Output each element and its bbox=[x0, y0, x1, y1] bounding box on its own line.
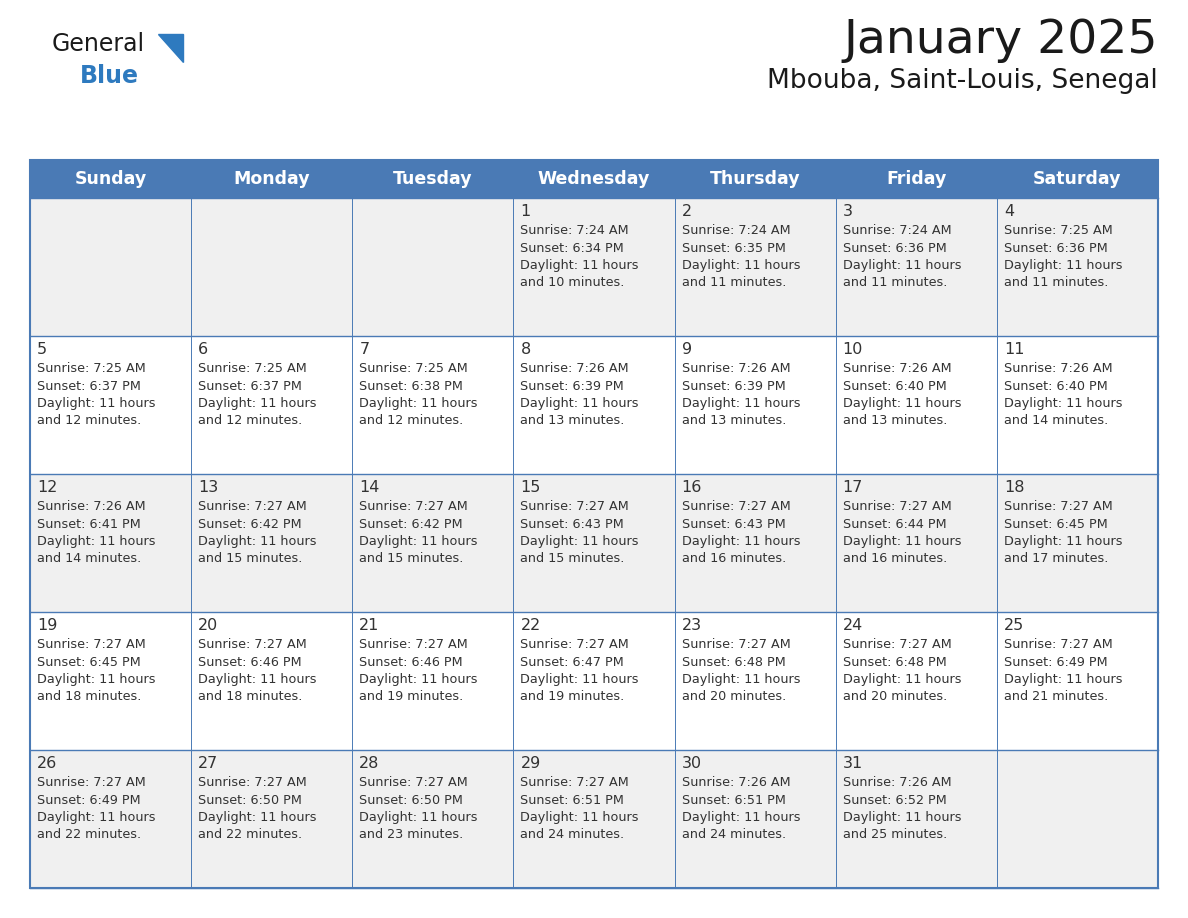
Text: 7: 7 bbox=[359, 342, 369, 357]
Text: Sunrise: 7:27 AM
Sunset: 6:46 PM
Daylight: 11 hours
and 19 minutes.: Sunrise: 7:27 AM Sunset: 6:46 PM Dayligh… bbox=[359, 638, 478, 703]
Text: 21: 21 bbox=[359, 618, 380, 633]
Text: Sunrise: 7:27 AM
Sunset: 6:48 PM
Daylight: 11 hours
and 20 minutes.: Sunrise: 7:27 AM Sunset: 6:48 PM Dayligh… bbox=[842, 638, 961, 703]
Text: 16: 16 bbox=[682, 480, 702, 495]
Text: 25: 25 bbox=[1004, 618, 1024, 633]
Text: 15: 15 bbox=[520, 480, 541, 495]
Text: 23: 23 bbox=[682, 618, 702, 633]
Text: Wednesday: Wednesday bbox=[538, 170, 650, 188]
Text: Sunrise: 7:26 AM
Sunset: 6:39 PM
Daylight: 11 hours
and 13 minutes.: Sunrise: 7:26 AM Sunset: 6:39 PM Dayligh… bbox=[520, 362, 639, 428]
Text: Sunrise: 7:27 AM
Sunset: 6:45 PM
Daylight: 11 hours
and 17 minutes.: Sunrise: 7:27 AM Sunset: 6:45 PM Dayligh… bbox=[1004, 500, 1123, 565]
Text: Sunrise: 7:26 AM
Sunset: 6:40 PM
Daylight: 11 hours
and 13 minutes.: Sunrise: 7:26 AM Sunset: 6:40 PM Dayligh… bbox=[842, 362, 961, 428]
Text: 14: 14 bbox=[359, 480, 380, 495]
Text: 10: 10 bbox=[842, 342, 864, 357]
Text: 27: 27 bbox=[198, 756, 219, 771]
Text: 12: 12 bbox=[37, 480, 57, 495]
Bar bbox=[30, 336, 1158, 474]
Text: Sunrise: 7:24 AM
Sunset: 6:35 PM
Daylight: 11 hours
and 11 minutes.: Sunrise: 7:24 AM Sunset: 6:35 PM Dayligh… bbox=[682, 224, 800, 289]
Text: Sunrise: 7:27 AM
Sunset: 6:45 PM
Daylight: 11 hours
and 18 minutes.: Sunrise: 7:27 AM Sunset: 6:45 PM Dayligh… bbox=[37, 638, 156, 703]
Text: Sunrise: 7:25 AM
Sunset: 6:37 PM
Daylight: 11 hours
and 12 minutes.: Sunrise: 7:25 AM Sunset: 6:37 PM Dayligh… bbox=[198, 362, 317, 428]
Text: Sunrise: 7:27 AM
Sunset: 6:46 PM
Daylight: 11 hours
and 18 minutes.: Sunrise: 7:27 AM Sunset: 6:46 PM Dayligh… bbox=[198, 638, 317, 703]
Text: Sunrise: 7:27 AM
Sunset: 6:51 PM
Daylight: 11 hours
and 24 minutes.: Sunrise: 7:27 AM Sunset: 6:51 PM Dayligh… bbox=[520, 776, 639, 842]
Bar bbox=[30, 612, 1158, 750]
Text: 9: 9 bbox=[682, 342, 691, 357]
Text: 30: 30 bbox=[682, 756, 702, 771]
Text: Sunrise: 7:26 AM
Sunset: 6:40 PM
Daylight: 11 hours
and 14 minutes.: Sunrise: 7:26 AM Sunset: 6:40 PM Dayligh… bbox=[1004, 362, 1123, 428]
Text: Sunrise: 7:27 AM
Sunset: 6:43 PM
Daylight: 11 hours
and 15 minutes.: Sunrise: 7:27 AM Sunset: 6:43 PM Dayligh… bbox=[520, 500, 639, 565]
Text: 2: 2 bbox=[682, 204, 691, 219]
Text: Monday: Monday bbox=[233, 170, 310, 188]
Text: 5: 5 bbox=[37, 342, 48, 357]
Text: Sunrise: 7:27 AM
Sunset: 6:48 PM
Daylight: 11 hours
and 20 minutes.: Sunrise: 7:27 AM Sunset: 6:48 PM Dayligh… bbox=[682, 638, 800, 703]
Text: Sunrise: 7:25 AM
Sunset: 6:38 PM
Daylight: 11 hours
and 12 minutes.: Sunrise: 7:25 AM Sunset: 6:38 PM Dayligh… bbox=[359, 362, 478, 428]
Bar bbox=[30, 160, 1158, 198]
Bar bbox=[30, 750, 1158, 888]
Text: Sunrise: 7:27 AM
Sunset: 6:43 PM
Daylight: 11 hours
and 16 minutes.: Sunrise: 7:27 AM Sunset: 6:43 PM Dayligh… bbox=[682, 500, 800, 565]
Text: Sunday: Sunday bbox=[75, 170, 146, 188]
Text: Sunrise: 7:27 AM
Sunset: 6:49 PM
Daylight: 11 hours
and 21 minutes.: Sunrise: 7:27 AM Sunset: 6:49 PM Dayligh… bbox=[1004, 638, 1123, 703]
Text: Sunrise: 7:27 AM
Sunset: 6:44 PM
Daylight: 11 hours
and 16 minutes.: Sunrise: 7:27 AM Sunset: 6:44 PM Dayligh… bbox=[842, 500, 961, 565]
Bar bbox=[30, 198, 1158, 336]
Text: Sunrise: 7:27 AM
Sunset: 6:42 PM
Daylight: 11 hours
and 15 minutes.: Sunrise: 7:27 AM Sunset: 6:42 PM Dayligh… bbox=[198, 500, 317, 565]
Text: 26: 26 bbox=[37, 756, 57, 771]
Polygon shape bbox=[158, 34, 183, 62]
Text: Sunrise: 7:27 AM
Sunset: 6:47 PM
Daylight: 11 hours
and 19 minutes.: Sunrise: 7:27 AM Sunset: 6:47 PM Dayligh… bbox=[520, 638, 639, 703]
Text: 31: 31 bbox=[842, 756, 862, 771]
Bar bbox=[30, 160, 1158, 888]
Text: Blue: Blue bbox=[80, 64, 139, 88]
Text: Tuesday: Tuesday bbox=[393, 170, 473, 188]
Text: 28: 28 bbox=[359, 756, 380, 771]
Text: Sunrise: 7:24 AM
Sunset: 6:34 PM
Daylight: 11 hours
and 10 minutes.: Sunrise: 7:24 AM Sunset: 6:34 PM Dayligh… bbox=[520, 224, 639, 289]
Text: 8: 8 bbox=[520, 342, 531, 357]
Text: 22: 22 bbox=[520, 618, 541, 633]
Text: Sunrise: 7:26 AM
Sunset: 6:52 PM
Daylight: 11 hours
and 25 minutes.: Sunrise: 7:26 AM Sunset: 6:52 PM Dayligh… bbox=[842, 776, 961, 842]
Text: 6: 6 bbox=[198, 342, 208, 357]
Text: 1: 1 bbox=[520, 204, 531, 219]
Text: 11: 11 bbox=[1004, 342, 1024, 357]
Text: Sunrise: 7:27 AM
Sunset: 6:50 PM
Daylight: 11 hours
and 23 minutes.: Sunrise: 7:27 AM Sunset: 6:50 PM Dayligh… bbox=[359, 776, 478, 842]
Text: Saturday: Saturday bbox=[1034, 170, 1121, 188]
Text: Sunrise: 7:27 AM
Sunset: 6:50 PM
Daylight: 11 hours
and 22 minutes.: Sunrise: 7:27 AM Sunset: 6:50 PM Dayligh… bbox=[198, 776, 317, 842]
Text: Thursday: Thursday bbox=[710, 170, 801, 188]
Text: 17: 17 bbox=[842, 480, 864, 495]
Text: 18: 18 bbox=[1004, 480, 1024, 495]
Text: 29: 29 bbox=[520, 756, 541, 771]
Text: Sunrise: 7:26 AM
Sunset: 6:51 PM
Daylight: 11 hours
and 24 minutes.: Sunrise: 7:26 AM Sunset: 6:51 PM Dayligh… bbox=[682, 776, 800, 842]
Bar bbox=[30, 474, 1158, 612]
Text: 4: 4 bbox=[1004, 204, 1015, 219]
Text: 24: 24 bbox=[842, 618, 862, 633]
Text: Sunrise: 7:26 AM
Sunset: 6:39 PM
Daylight: 11 hours
and 13 minutes.: Sunrise: 7:26 AM Sunset: 6:39 PM Dayligh… bbox=[682, 362, 800, 428]
Text: 19: 19 bbox=[37, 618, 57, 633]
Text: 20: 20 bbox=[198, 618, 219, 633]
Text: Sunrise: 7:27 AM
Sunset: 6:42 PM
Daylight: 11 hours
and 15 minutes.: Sunrise: 7:27 AM Sunset: 6:42 PM Dayligh… bbox=[359, 500, 478, 565]
Text: Sunrise: 7:27 AM
Sunset: 6:49 PM
Daylight: 11 hours
and 22 minutes.: Sunrise: 7:27 AM Sunset: 6:49 PM Dayligh… bbox=[37, 776, 156, 842]
Text: Sunrise: 7:25 AM
Sunset: 6:37 PM
Daylight: 11 hours
and 12 minutes.: Sunrise: 7:25 AM Sunset: 6:37 PM Dayligh… bbox=[37, 362, 156, 428]
Text: General: General bbox=[52, 32, 145, 56]
Text: Sunrise: 7:25 AM
Sunset: 6:36 PM
Daylight: 11 hours
and 11 minutes.: Sunrise: 7:25 AM Sunset: 6:36 PM Dayligh… bbox=[1004, 224, 1123, 289]
Text: 3: 3 bbox=[842, 204, 853, 219]
Text: January 2025: January 2025 bbox=[843, 18, 1158, 63]
Text: Friday: Friday bbox=[886, 170, 947, 188]
Text: 13: 13 bbox=[198, 480, 219, 495]
Text: Mbouba, Saint-Louis, Senegal: Mbouba, Saint-Louis, Senegal bbox=[767, 68, 1158, 94]
Text: Sunrise: 7:24 AM
Sunset: 6:36 PM
Daylight: 11 hours
and 11 minutes.: Sunrise: 7:24 AM Sunset: 6:36 PM Dayligh… bbox=[842, 224, 961, 289]
Text: Sunrise: 7:26 AM
Sunset: 6:41 PM
Daylight: 11 hours
and 14 minutes.: Sunrise: 7:26 AM Sunset: 6:41 PM Dayligh… bbox=[37, 500, 156, 565]
